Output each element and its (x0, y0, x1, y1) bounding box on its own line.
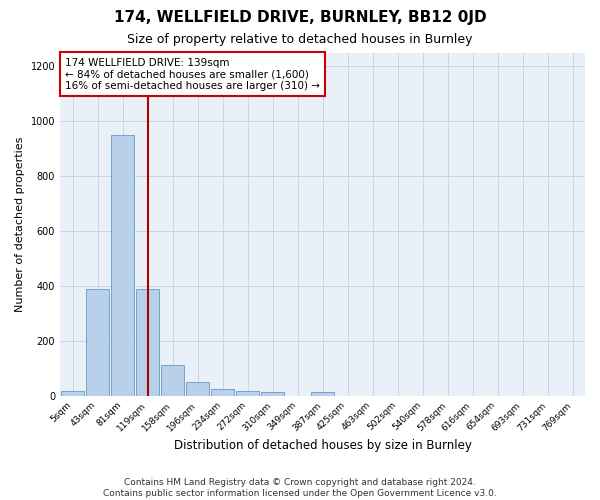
Bar (111, 135, 134, 396)
Text: 174, WELLFIELD DRIVE, BURNLEY, BB12 0JD: 174, WELLFIELD DRIVE, BURNLEY, BB12 0JD (113, 10, 487, 25)
Text: Size of property relative to detached houses in Burnley: Size of property relative to detached ho… (127, 32, 473, 46)
Bar (161, 366, 184, 396)
X-axis label: Distribution of detached houses by size in Burnley: Distribution of detached houses by size … (173, 440, 472, 452)
Bar (261, 392, 284, 396)
Bar (61, 392, 84, 396)
Bar (211, 388, 234, 396)
Text: Contains HM Land Registry data © Crown copyright and database right 2024.
Contai: Contains HM Land Registry data © Crown c… (103, 478, 497, 498)
Bar (86, 288, 109, 396)
Bar (136, 288, 159, 396)
Bar (186, 382, 209, 396)
Bar (311, 392, 334, 396)
Y-axis label: Number of detached properties: Number of detached properties (15, 136, 25, 312)
Text: 174 WELLFIELD DRIVE: 139sqm
← 84% of detached houses are smaller (1,600)
16% of : 174 WELLFIELD DRIVE: 139sqm ← 84% of det… (65, 58, 320, 91)
Bar (236, 390, 259, 396)
